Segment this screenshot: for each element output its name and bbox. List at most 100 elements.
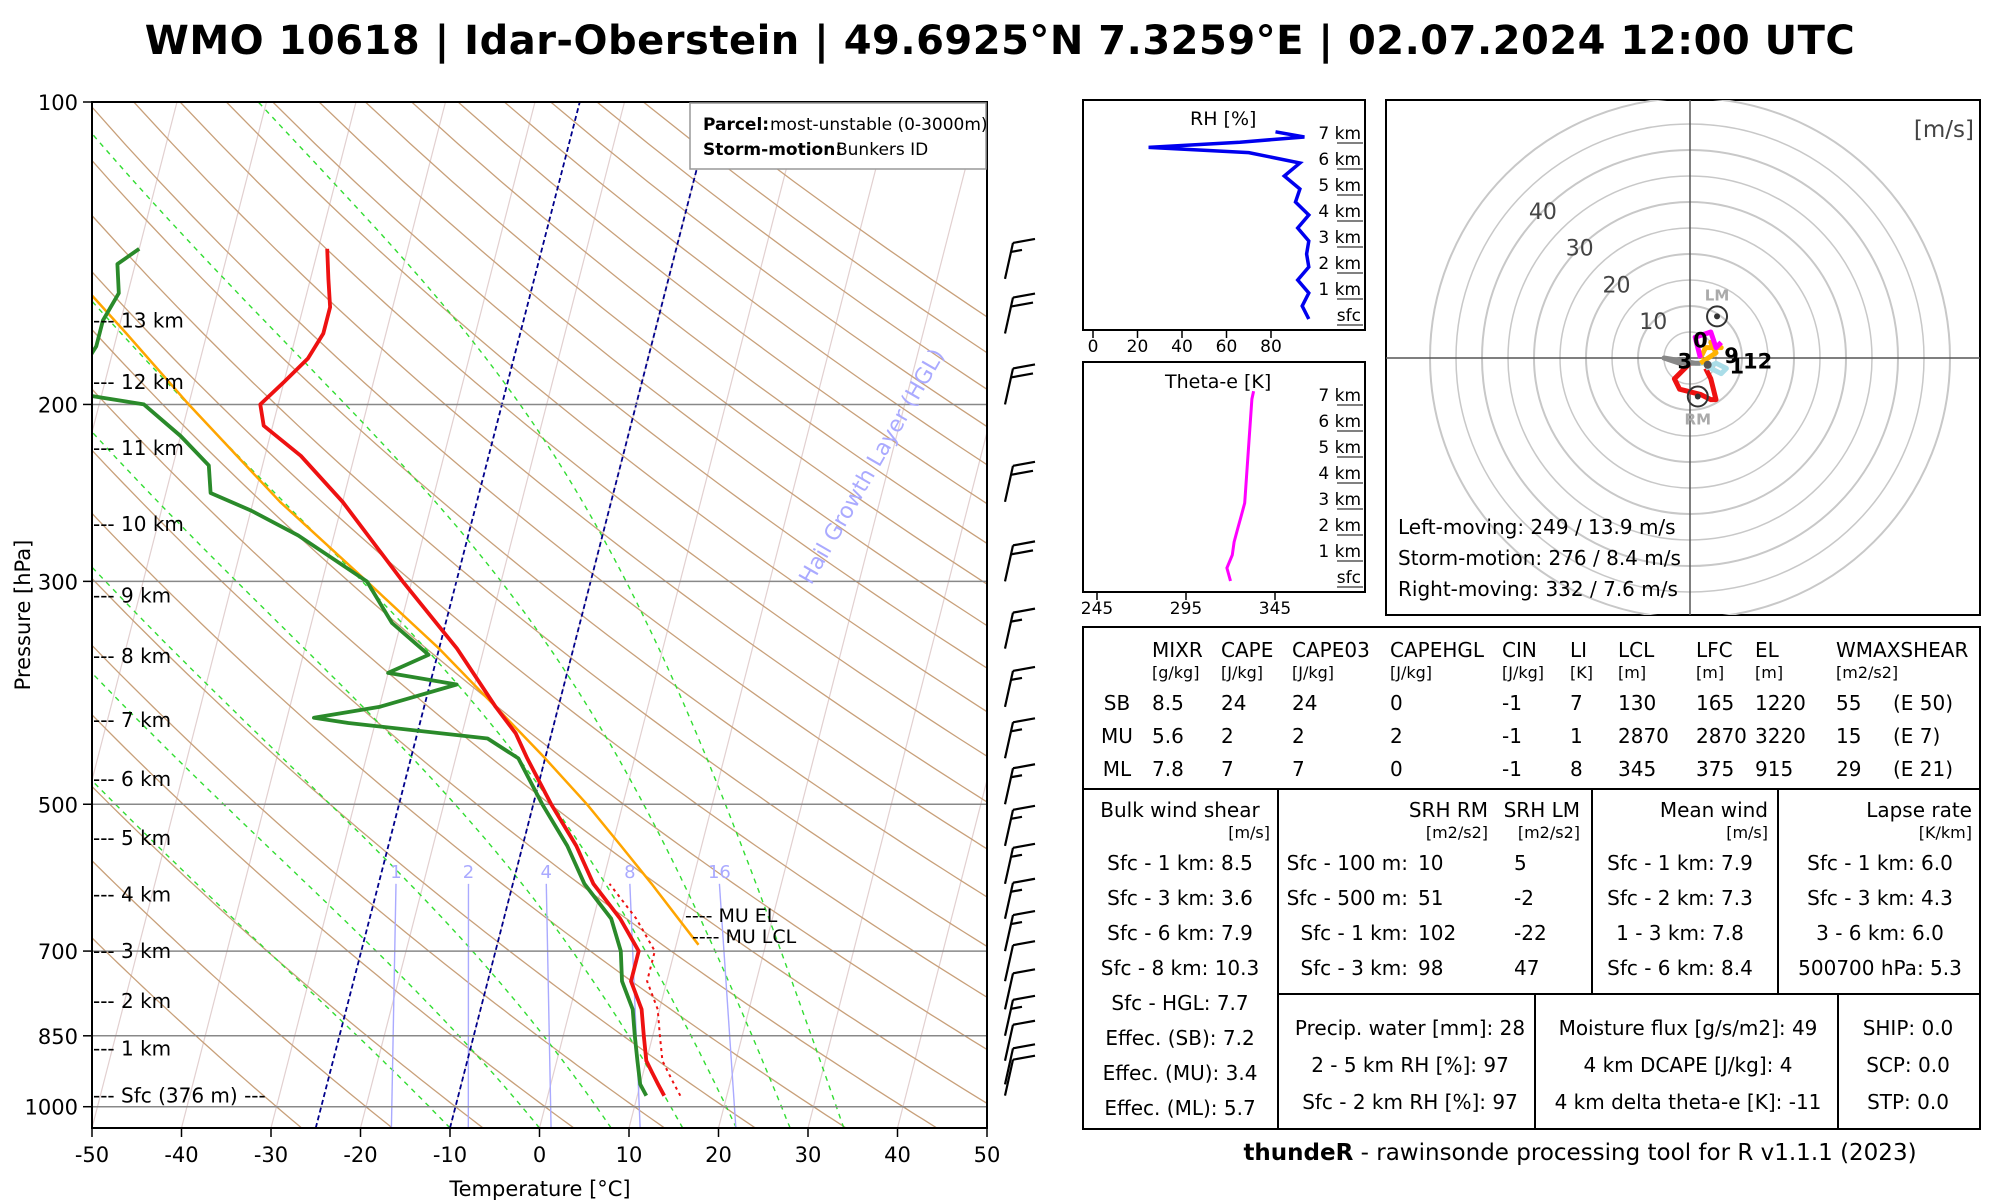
footer-brand: thundeR: [1243, 1140, 1354, 1166]
hodo-segment: [1661, 355, 1701, 366]
precip-row: 2 - 5 km RH [%]: 97: [1311, 1053, 1509, 1077]
table-cell: MU: [1101, 724, 1133, 748]
rh-tick-label: 40: [1171, 337, 1193, 357]
dry-adiabat: [179, 102, 987, 758]
bulk-shear-row: Sfc - 6 km: 7.9: [1107, 921, 1253, 945]
parcel-legend: Parcel: most-unstable (0-3000m) Storm-mo…: [689, 102, 988, 170]
height-label: --- 9 km: [93, 584, 171, 608]
height-label: --- 11 km: [93, 436, 184, 460]
wind-barb: [1003, 363, 1036, 405]
bulk-shear-row: Sfc - 1 km: 8.5: [1107, 851, 1253, 875]
rh-panel-label: RH [%]: [1190, 108, 1256, 130]
x-tick-label: -30: [254, 1143, 288, 1167]
isotherm: [92, 102, 357, 1128]
table-cell: 5.6: [1152, 724, 1184, 748]
hodograph: 10 20 30 40 [m/s] LM RM 03 9 121 Left-moving: …: [1385, 99, 1981, 616]
pressure-tick-label: 500: [38, 793, 78, 817]
mixing-ratio-label: 8: [624, 862, 635, 883]
isotherm: [807, 429, 987, 1128]
table-column-header: EL: [1755, 638, 1780, 662]
mixing-ratio-label: 2: [463, 862, 474, 883]
wind-barbs: [1003, 237, 1036, 1096]
lapse-rate-title: Lapse rate: [1866, 798, 1972, 822]
thetae-tick-label: 245: [1081, 599, 1113, 619]
dry-adiabat: [92, 577, 756, 1128]
bulk-shear-unit: [m/s]: [1228, 823, 1270, 842]
lapse-rate-row: 3 - 6 km: 6.0: [1816, 921, 1944, 945]
dry-adiabat: [411, 102, 987, 545]
isotherm: [180, 102, 447, 1128]
thetae-panel: Theta-e [K] 245 295 345 7 km 6 km 5 km 4 km 3 …: [1081, 361, 1366, 619]
hgl-label: Hail Growth Layer (HGL): [795, 345, 950, 589]
srh-rm-value: 51: [1418, 886, 1443, 910]
table-cell: (E 7): [1893, 724, 1940, 748]
mean-wind-row: Sfc - 1 km: 7.9: [1607, 851, 1753, 875]
bulk-shear-row: Sfc - HGL: 7.7: [1111, 991, 1248, 1015]
thetae-tick-label: 345: [1259, 599, 1291, 619]
mean-wind-title: Mean wind: [1660, 798, 1768, 822]
table-column-unit: [m]: [1755, 663, 1783, 682]
table-cell: 2870: [1696, 724, 1747, 748]
mean-wind-row: Sfc - 6 km: 8.4: [1607, 956, 1753, 980]
height-label: --- 5 km: [93, 826, 171, 850]
x-tick-label: 10: [616, 1143, 643, 1167]
rh-height-label: sfc: [1337, 306, 1361, 326]
index-row: SHIP: 0.0: [1863, 1016, 1954, 1040]
mixing-ratio-label: 16: [708, 862, 731, 883]
srh-lm-value: -2: [1514, 886, 1534, 910]
hodo-storm-motion-dot: [1703, 360, 1712, 369]
srh-row-label: Sfc - 1 km:: [1300, 921, 1408, 945]
table-cell: SB: [1104, 691, 1130, 715]
table-cell: 915: [1755, 757, 1793, 781]
mixing-ratio-label: 4: [541, 862, 552, 883]
table-cell: 29: [1836, 757, 1861, 781]
dry-adiabat: [272, 102, 987, 669]
table-cell: 55: [1836, 691, 1861, 715]
rh-height-label: 3 km: [1318, 228, 1361, 248]
mixing-ratio-label: 1: [390, 862, 401, 883]
dry-adiabat: [92, 270, 987, 999]
precip-row: Precip. water [mm]: 28: [1295, 1016, 1525, 1040]
hodo-motion-marker: [1706, 305, 1729, 328]
isotherm: [92, 102, 178, 435]
dry-adiabat: [92, 644, 665, 1128]
wind-barb: [1003, 665, 1036, 708]
table-column-header: MIXR: [1152, 638, 1203, 662]
lapse-rate-row: 500700 hPa: 5.3: [1798, 956, 1962, 980]
hodo-height-label: 3: [1677, 349, 1692, 373]
isotherm: [359, 102, 626, 1128]
table-column-unit: [J/kg]: [1221, 663, 1263, 682]
wind-barb: [1003, 994, 1036, 1037]
table-cell: 7: [1292, 757, 1305, 781]
isotherm: [628, 102, 894, 1128]
bulk-shear-row: Sfc - 3 km: 3.6: [1107, 886, 1253, 910]
x-tick-label: 40: [884, 1143, 911, 1167]
table-column-unit: [g/kg]: [1152, 663, 1199, 682]
lapse-rate-row: Sfc - 1 km: 6.0: [1807, 851, 1953, 875]
isotherm: [538, 102, 805, 1128]
bulk-shear-row: Effec. (MU): 3.4: [1103, 1061, 1258, 1085]
x-tick-label: -20: [343, 1143, 377, 1167]
wind-barb: [1003, 292, 1036, 334]
pressure-tick-label: 100: [38, 91, 78, 115]
rh-panel: RH [%] 0 20 40 60 80 7 km 6 km 5 km 4 km 3 km 2 k…: [1082, 99, 1366, 357]
pressure-tick-label: 850: [38, 1025, 78, 1049]
hodo-height-label: 1: [1729, 355, 1744, 379]
bulk-shear-title: Bulk wind shear: [1100, 798, 1260, 822]
rh-height-label: 2 km: [1318, 254, 1361, 274]
rh-tick-label: 60: [1216, 337, 1238, 357]
table-column-unit: [m]: [1618, 663, 1646, 682]
height-label: --- 8 km: [93, 644, 171, 668]
bulk-shear-row: Effec. (SB): 7.2: [1105, 1026, 1254, 1050]
srh-lm-value: -22: [1514, 921, 1547, 945]
table-column-unit: [m2/s2]: [1836, 663, 1898, 682]
table-column-unit: [J/kg]: [1502, 663, 1544, 682]
srh-lm-value: 5: [1514, 851, 1527, 875]
hodo-motion-dot: [1694, 393, 1701, 400]
x-tick-label: 30: [795, 1143, 822, 1167]
table-column-unit: [J/kg]: [1390, 663, 1432, 682]
table-cell: 375: [1696, 757, 1734, 781]
table-cell: 2870: [1618, 724, 1669, 748]
table-cell: 7.8: [1152, 757, 1184, 781]
wind-barb: [1003, 1054, 1036, 1096]
